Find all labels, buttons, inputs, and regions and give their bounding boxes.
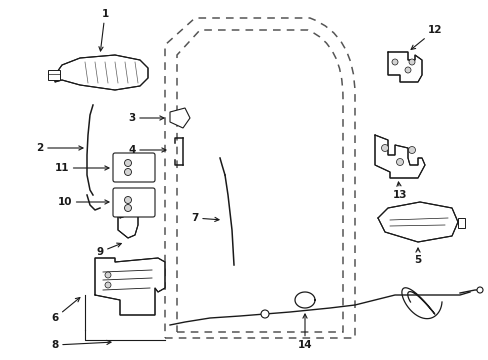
Polygon shape [170, 108, 190, 128]
FancyBboxPatch shape [113, 153, 155, 182]
Polygon shape [118, 205, 138, 238]
Polygon shape [377, 202, 457, 242]
Polygon shape [95, 258, 164, 315]
Circle shape [407, 147, 415, 153]
Text: 3: 3 [128, 113, 163, 123]
Text: 1: 1 [99, 9, 108, 51]
Text: 11: 11 [55, 163, 109, 173]
Polygon shape [457, 218, 464, 228]
Text: 13: 13 [392, 182, 407, 200]
Text: 8: 8 [51, 340, 111, 350]
Polygon shape [48, 70, 60, 80]
Circle shape [404, 67, 410, 73]
Circle shape [261, 310, 268, 318]
Text: 2: 2 [36, 143, 83, 153]
Circle shape [124, 159, 131, 166]
Circle shape [381, 144, 387, 152]
FancyBboxPatch shape [113, 188, 155, 217]
Polygon shape [55, 55, 148, 90]
Text: 7: 7 [191, 213, 219, 223]
Circle shape [124, 168, 131, 175]
Circle shape [105, 282, 111, 288]
Polygon shape [374, 135, 424, 178]
Text: 5: 5 [413, 248, 421, 265]
Circle shape [124, 197, 131, 203]
Text: 9: 9 [96, 243, 121, 257]
Circle shape [396, 158, 403, 166]
Circle shape [391, 59, 397, 65]
Circle shape [105, 272, 111, 278]
Polygon shape [387, 52, 421, 82]
Circle shape [124, 204, 131, 211]
Circle shape [408, 59, 414, 65]
Text: 10: 10 [58, 197, 109, 207]
Text: 4: 4 [128, 145, 165, 155]
Circle shape [476, 287, 482, 293]
Text: 14: 14 [297, 314, 312, 350]
Text: 6: 6 [51, 298, 80, 323]
Text: 12: 12 [410, 25, 441, 49]
